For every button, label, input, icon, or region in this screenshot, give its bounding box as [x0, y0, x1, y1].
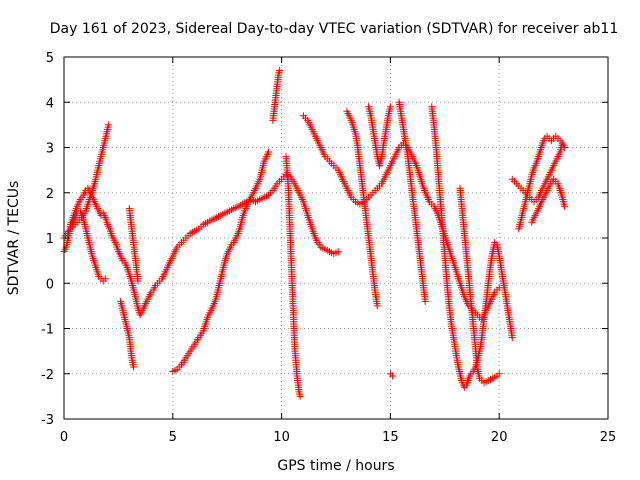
data-point [130, 363, 138, 371]
data-point [105, 121, 113, 129]
y-tick-label: -2 [41, 368, 54, 383]
chart-title: Day 161 of 2023, Sidereal Day-to-day VTE… [50, 21, 619, 37]
data-point [386, 103, 394, 111]
data-point [101, 275, 109, 283]
y-tick-label: 5 [46, 51, 54, 66]
x-axis-label: GPS time / hours [277, 458, 394, 474]
data-point [373, 302, 381, 310]
data-point [389, 372, 397, 380]
axis-ticks: 0 5 10 15 20 25 -3 -2 -1 0 1 2 3 4 5 [41, 51, 616, 445]
x-tick-label: 20 [491, 430, 508, 445]
x-tick-label: 0 [60, 430, 68, 445]
plot-frame [63, 56, 609, 420]
x-tick-label: 25 [600, 430, 617, 445]
data-point [508, 334, 516, 342]
data-point [495, 370, 503, 378]
x-tick-label: 5 [169, 430, 177, 445]
data-marks [60, 67, 568, 400]
data-point [561, 202, 568, 210]
x-tick-label: 10 [273, 430, 290, 445]
x-tick-label: 15 [382, 430, 399, 445]
y-tick-label: 4 [46, 96, 54, 111]
y-axis-label: SDTVAR / TECUs [6, 181, 22, 296]
data-point [561, 144, 568, 151]
data-point [334, 248, 342, 256]
data-point [296, 392, 304, 400]
data-point [265, 148, 272, 156]
data-point [421, 297, 429, 305]
y-tick-label: 3 [46, 142, 54, 157]
y-tick-label: -1 [41, 323, 54, 338]
y-tick-label: 1 [46, 232, 54, 247]
y-tick-label: -3 [41, 413, 54, 428]
y-tick-label: 2 [46, 187, 54, 202]
data-point [275, 67, 283, 75]
y-tick-label: 0 [46, 277, 54, 292]
grid [64, 57, 608, 419]
data-point [134, 277, 142, 285]
